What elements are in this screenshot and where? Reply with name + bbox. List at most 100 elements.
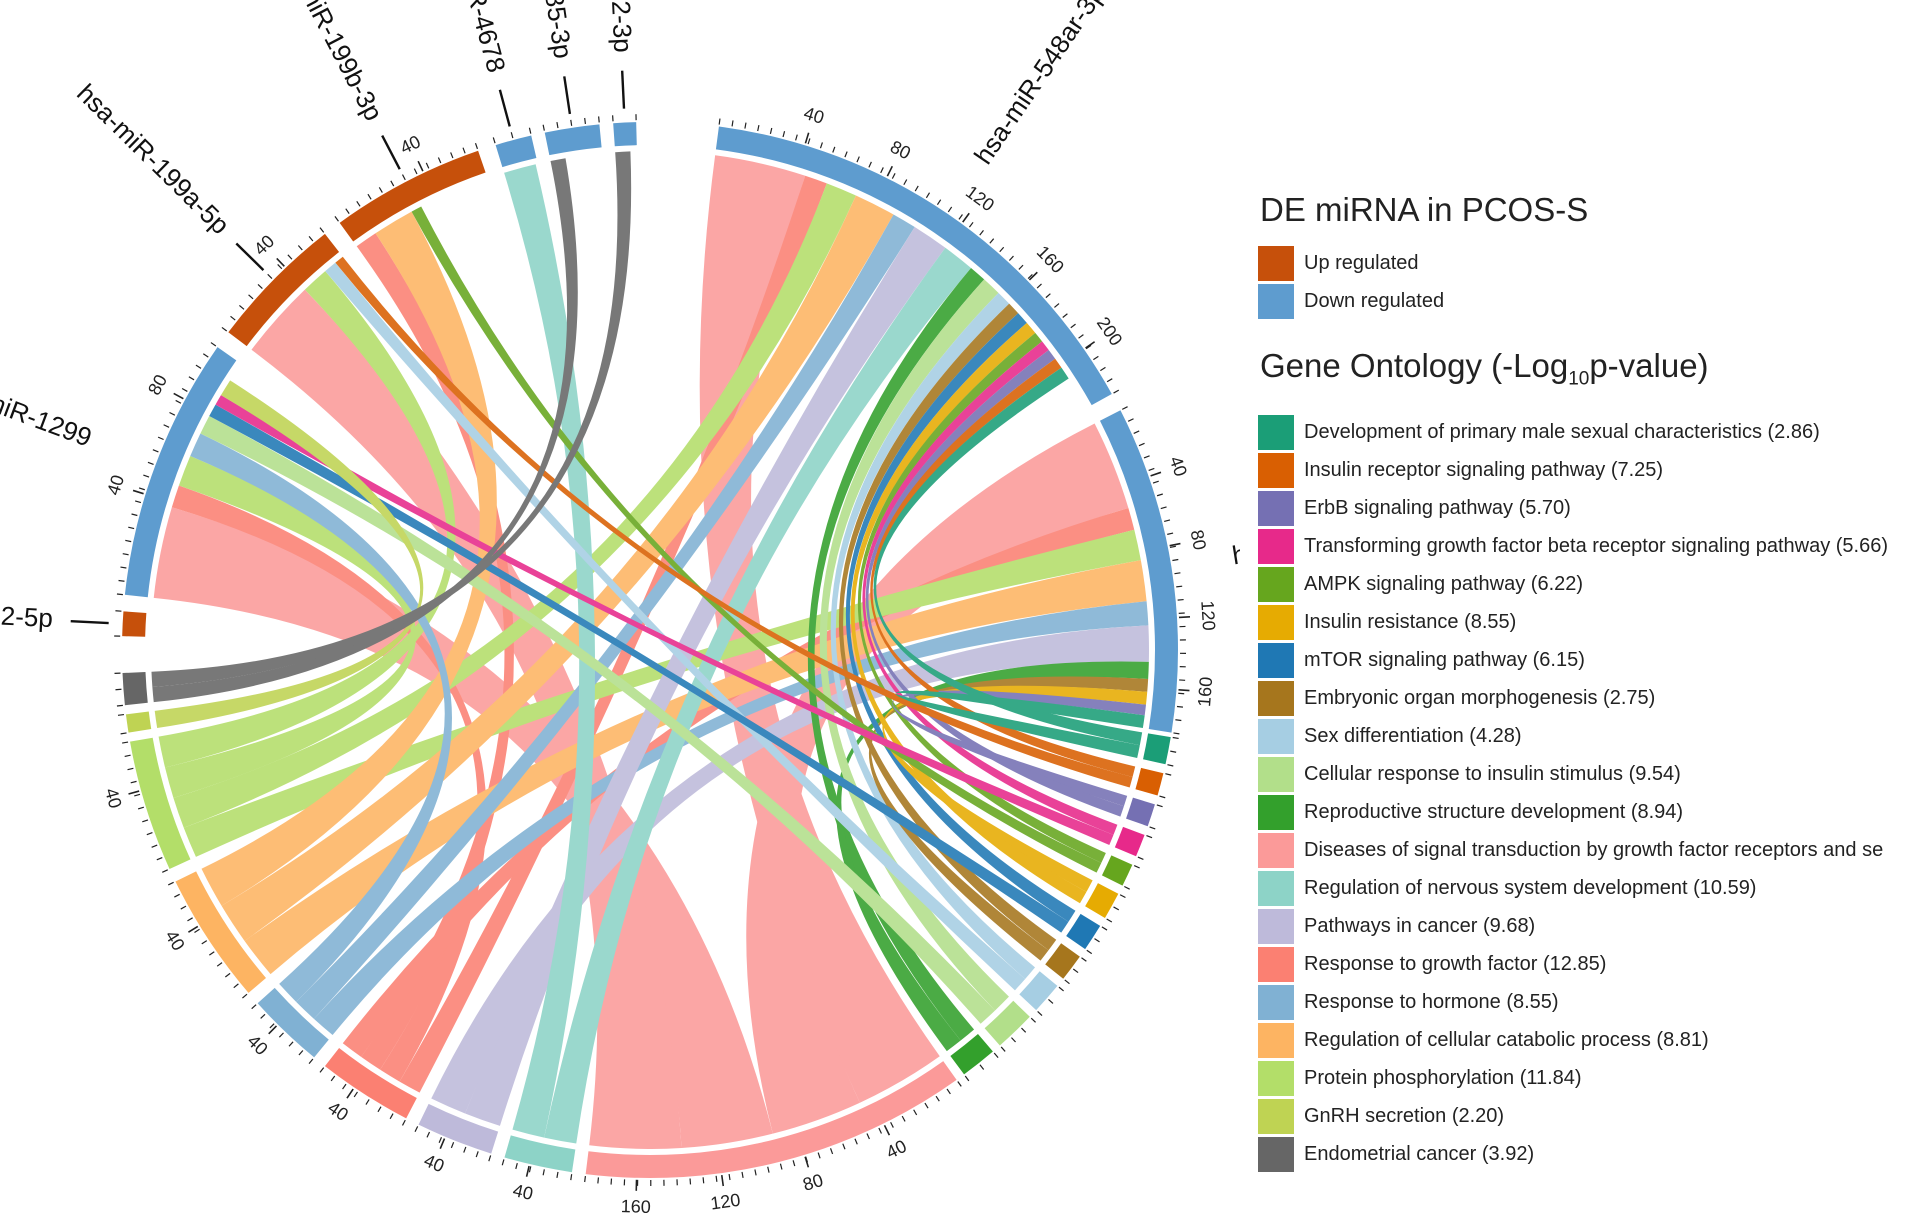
axis-tick bbox=[117, 713, 125, 716]
label-leader-line bbox=[620, 70, 626, 109]
axis-tick bbox=[319, 227, 325, 233]
legend-item-up-regulated: Up regulated bbox=[1258, 244, 1918, 282]
axis-tick bbox=[122, 553, 129, 556]
axis-tick bbox=[137, 806, 145, 810]
mirna-label: hsa-miR-4678 bbox=[441, 0, 512, 76]
axis-tick bbox=[1156, 493, 1163, 497]
axis-tick bbox=[989, 238, 995, 244]
axis-tick bbox=[365, 1099, 370, 1105]
axis-tick bbox=[528, 1166, 532, 1173]
legend-swatch bbox=[1258, 529, 1294, 565]
go-term-sector-arc bbox=[950, 1034, 993, 1075]
mirna-sector-arc bbox=[228, 233, 340, 347]
axis-tick bbox=[174, 893, 180, 898]
axis-major-tick bbox=[886, 165, 894, 177]
axis-tick bbox=[414, 1126, 419, 1133]
go-term-sector-arc bbox=[1135, 767, 1164, 796]
axis-tick bbox=[298, 1050, 304, 1056]
axis-tick bbox=[319, 1067, 325, 1073]
legend-swatch bbox=[1258, 947, 1294, 983]
legend-item-label: Endometrial cancer (3.92) bbox=[1304, 1143, 1535, 1166]
axis-tick bbox=[450, 1142, 455, 1149]
axis-tick bbox=[1172, 736, 1179, 740]
mirna-label: hsa-miR-1299 bbox=[0, 367, 96, 452]
legend-item-go-term: Protein phosphorylation (11.84) bbox=[1258, 1060, 1918, 1098]
go-term-sector-arc bbox=[1066, 913, 1101, 950]
axis-tick bbox=[891, 173, 896, 179]
chord-ribbon bbox=[244, 560, 1147, 975]
axis-tick bbox=[488, 1155, 492, 1162]
axis-tick bbox=[462, 147, 466, 154]
go-term-sector-arc bbox=[1143, 733, 1171, 765]
axis-tick bbox=[1113, 906, 1120, 911]
mirna-label: hsa-miR-199b-3p bbox=[270, 0, 389, 126]
axis-tick bbox=[510, 132, 514, 139]
axis-tick bbox=[242, 993, 248, 999]
legend-item-label: Transforming growth factor beta receptor… bbox=[1304, 535, 1888, 558]
legend-item-go-term: Diseases of signal transduction by growt… bbox=[1258, 832, 1918, 870]
chord-arcs bbox=[122, 122, 1178, 1178]
axis-tick bbox=[146, 832, 153, 836]
legend-item-label: AMPK signaling pathway (6.22) bbox=[1304, 573, 1584, 596]
legend-item-label: GnRH secretion (2.20) bbox=[1304, 1105, 1505, 1128]
go-title-subscript: 10 bbox=[1568, 368, 1590, 390]
axis-major-tick bbox=[1028, 271, 1038, 281]
chord-ribbon bbox=[165, 456, 416, 798]
axis-tick bbox=[946, 1088, 951, 1095]
tick-label: 40 bbox=[1165, 454, 1190, 479]
label-leader-line bbox=[70, 619, 109, 625]
regulation-legend: Up regulated Down regulated bbox=[1258, 244, 1918, 320]
axis-tick bbox=[1133, 865, 1140, 869]
axis-tick bbox=[1037, 1011, 1043, 1016]
go-title-suffix: p-value) bbox=[1589, 347, 1709, 384]
legend-item-label: Insulin resistance (8.55) bbox=[1304, 611, 1517, 634]
axis-major-tick bbox=[1150, 471, 1162, 477]
legend-item-label: Embryonic organ morphogenesis (2.75) bbox=[1304, 687, 1656, 710]
label-leader-line bbox=[381, 134, 401, 170]
axis-major-tick bbox=[1085, 341, 1096, 349]
axis-major-tick bbox=[346, 1088, 354, 1099]
go-term-sector-arc bbox=[418, 1103, 499, 1154]
axis-tick bbox=[1100, 366, 1106, 372]
go-term-sector-arc bbox=[130, 737, 191, 869]
axis-tick bbox=[878, 1127, 882, 1134]
axis-tick bbox=[1165, 773, 1172, 776]
legend-swatch bbox=[1258, 871, 1294, 907]
legend-item-label: Regulation of nervous system development… bbox=[1304, 877, 1757, 900]
axis-tick bbox=[570, 119, 573, 126]
go-term-sector-arc bbox=[585, 1061, 957, 1178]
legend-swatch bbox=[1258, 795, 1294, 831]
chord-ribbon bbox=[544, 247, 972, 1144]
axis-tick bbox=[1078, 334, 1084, 339]
legend-item-label: mTOR signaling pathway (6.15) bbox=[1304, 649, 1585, 672]
legend-item-go-term: Transforming growth factor beta receptor… bbox=[1258, 528, 1918, 566]
legend-item-go-term: GnRH secretion (2.20) bbox=[1258, 1098, 1918, 1136]
axis-tick bbox=[819, 142, 823, 149]
axis-tick bbox=[993, 1052, 999, 1058]
legend-item-label: Diseases of signal transduction by growt… bbox=[1304, 839, 1884, 862]
legend-swatch bbox=[1258, 605, 1294, 641]
legend-item-label: Up regulated bbox=[1304, 251, 1419, 274]
axis-tick bbox=[1101, 926, 1108, 931]
axis-tick bbox=[1045, 293, 1051, 299]
axis-tick bbox=[474, 143, 479, 150]
chord-ribbon bbox=[183, 529, 1141, 857]
go-term-sector-arc bbox=[984, 1000, 1030, 1046]
axis-tick bbox=[999, 246, 1005, 253]
axis-tick bbox=[180, 905, 187, 910]
mirna-label: hsa-miR-122-5p bbox=[0, 594, 54, 633]
axis-tick bbox=[492, 137, 496, 144]
axis-tick bbox=[854, 1138, 858, 1145]
axis-tick bbox=[475, 1151, 479, 1158]
go-term-sector-arc bbox=[1085, 883, 1119, 918]
axis-tick bbox=[1176, 585, 1183, 588]
legend-item-label: ErbB signaling pathway (5.70) bbox=[1304, 497, 1571, 520]
axis-tick bbox=[287, 254, 293, 260]
axis-tick bbox=[437, 157, 442, 164]
legend-item-label: Response to hormone (8.55) bbox=[1304, 991, 1559, 1014]
legend-item-go-term: Insulin receptor signaling pathway (7.25… bbox=[1258, 452, 1918, 490]
legend-item-label: Reproductive structure development (8.94… bbox=[1304, 801, 1684, 824]
legend-swatch bbox=[1258, 415, 1294, 451]
axis-tick bbox=[901, 1115, 906, 1122]
